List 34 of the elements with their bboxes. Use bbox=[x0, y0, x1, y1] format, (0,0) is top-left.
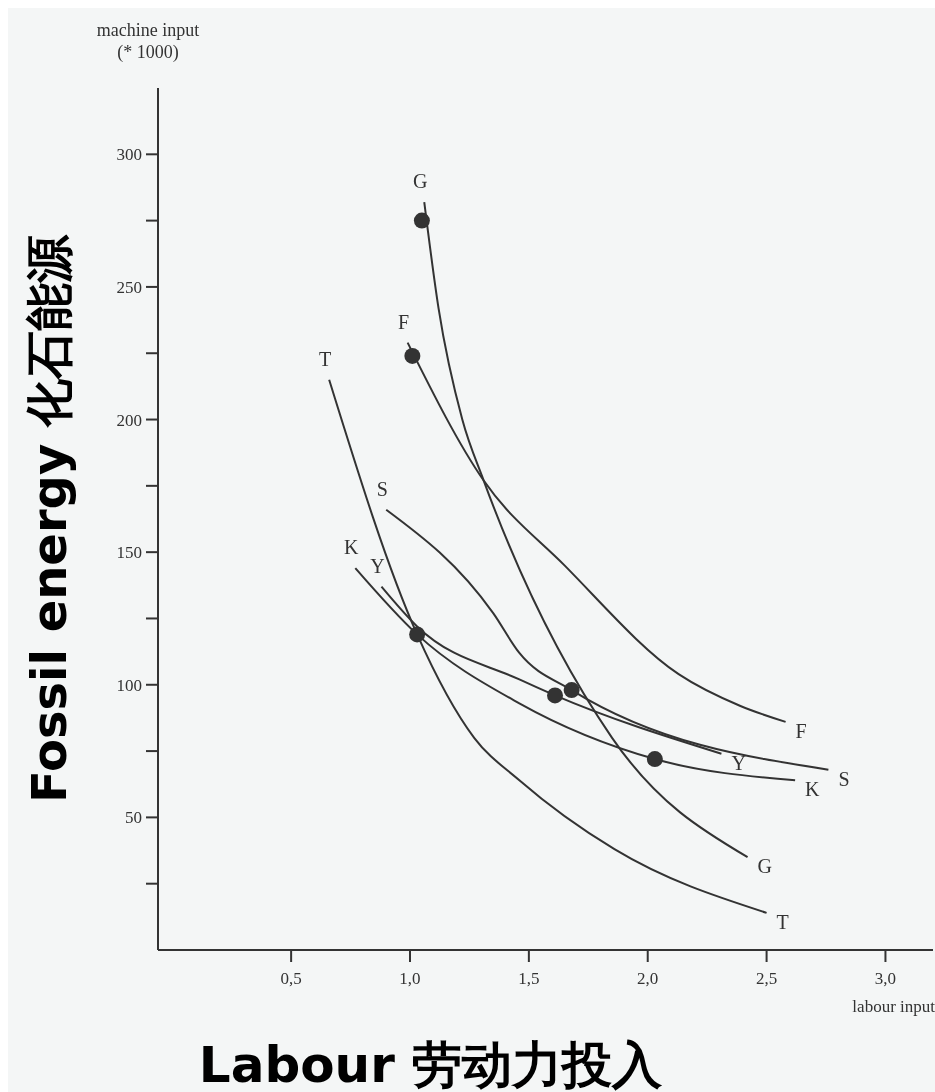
text: S bbox=[838, 767, 850, 790]
series-label: Y bbox=[731, 751, 746, 774]
series-label: K bbox=[805, 778, 821, 801]
y-tick-label: 50 bbox=[125, 808, 142, 828]
text: G bbox=[413, 170, 428, 193]
text: Y bbox=[370, 554, 385, 577]
y-tick-label: 200 bbox=[116, 410, 142, 430]
y-tick-label: 250 bbox=[116, 277, 142, 297]
series-label: T bbox=[776, 910, 789, 933]
x-tick-label: 2,0 bbox=[637, 969, 659, 988]
x-tick-label: 1,0 bbox=[399, 969, 421, 988]
series-label: G bbox=[757, 855, 773, 878]
text: K bbox=[344, 536, 359, 559]
y-axis-title: Fossil energy 化石能源 bbox=[21, 234, 77, 803]
y-tick-label: 100 bbox=[116, 675, 142, 695]
y-tick-label: 300 bbox=[116, 145, 142, 165]
x-tick-label: 3,0 bbox=[874, 969, 897, 988]
point bbox=[409, 626, 426, 643]
x-tick-label: 2,5 bbox=[755, 969, 778, 988]
point bbox=[563, 682, 580, 699]
x-tick-label: 1,5 bbox=[518, 969, 540, 988]
point bbox=[646, 751, 663, 768]
x-tick-label: 0,5 bbox=[280, 969, 302, 988]
text: T bbox=[319, 347, 332, 370]
text: machine input (* 1000) bbox=[96, 20, 200, 63]
x-axis-title: Labour 劳动力投入 bbox=[198, 1036, 664, 1092]
point bbox=[404, 347, 421, 364]
series-label: S bbox=[376, 477, 388, 500]
text: labour input bbox=[852, 997, 935, 1016]
point bbox=[547, 687, 564, 704]
text: F bbox=[795, 719, 807, 742]
y-tick-label: 150 bbox=[116, 543, 142, 563]
point bbox=[413, 212, 430, 229]
series-label: F bbox=[398, 310, 410, 333]
